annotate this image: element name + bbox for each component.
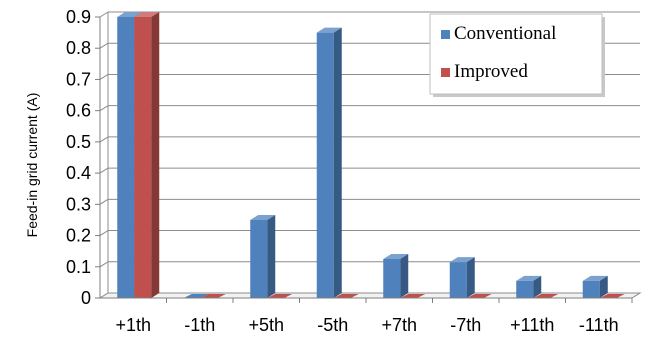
legend-box [429,13,603,95]
bar-conventional--11th [582,275,608,298]
bar-conventional-+5th [250,214,276,298]
bar-front [250,219,268,298]
bar-side [400,253,409,298]
bar-top [250,214,276,220]
bar-improved--5th [333,294,359,298]
gridline-connector [99,42,109,49]
x-tick-label: +1th [115,315,151,335]
y-tick-label: 0.5 [66,132,91,152]
bar-front [449,262,467,298]
bar-side [267,214,276,298]
bar-improved-+11th [533,294,559,298]
gridline-connector [99,136,109,143]
bar-top [117,12,143,17]
bar-conventional-+7th [383,253,409,298]
y-tick-label: 0.2 [66,226,91,246]
floor-plane [98,292,642,299]
bar-side [466,257,475,298]
bar-front [316,32,334,298]
gridline-connector [99,167,109,174]
legend-label: Improved [454,61,528,82]
bar-zero-slab [333,294,359,298]
bar-conventional--1th [183,294,209,298]
bar-improved--1th [200,294,226,298]
x-tick-label: -11th [579,315,619,335]
bar-front [134,17,152,298]
bar-top [316,27,342,33]
y-tick-label: 0.7 [66,69,91,89]
x-tick-label: -1th [184,315,215,335]
bar-improved-+1th [134,12,160,298]
x-tick-label: +7th [381,315,417,335]
x-tick-label: -7th [450,315,481,335]
y-tick-label: 0.3 [66,194,91,214]
legend-items: Conventional Improved [441,23,556,82]
bar-zero-slab [400,294,426,298]
bars [117,12,625,298]
legend-swatch [441,30,450,39]
bar-improved--11th [599,294,625,298]
bar-conventional--5th [316,27,342,298]
bar-front [117,17,135,298]
bar-zero-slab [200,294,226,298]
legend: Conventional Improved [429,13,605,97]
bar-front [516,280,534,298]
gridline-connector [99,11,109,18]
x-tick-labels: +1th -1th +5th -5th +7th -7th +11th -11th [115,298,633,335]
bar-conventional-+11th [516,275,542,298]
bar-top [383,253,409,259]
bar-zero-slab [599,294,625,298]
gridline-connector [99,261,109,268]
bar-top [134,12,160,17]
y-axis-title: Feed-in grid current (A) [24,93,40,238]
bar-zero-slab [466,294,492,298]
bar-front [383,258,401,298]
bar-front [582,280,600,298]
y-tick-label: 0 [81,288,91,308]
bar-zero-slab [267,294,293,298]
legend-label: Conventional [454,23,556,44]
y-tick-labels: 0 0.1 0.2 0.3 0.4 0.5 0.6 0.7 0.8 0.9 [66,7,100,308]
bar-improved--7th [466,294,492,298]
gridline-connector [99,74,109,80]
bar-improved-+7th [400,294,426,298]
x-tick-label: +5th [248,315,284,335]
y-tick-label: 0.4 [66,163,91,183]
bar-side [333,27,342,298]
y-tick-label: 0.6 [66,101,91,121]
bar-top [582,275,608,281]
bar-conventional--7th [449,257,475,298]
bar-zero-slab [183,294,209,298]
y-tick-label: 0.9 [66,7,91,27]
y-tick-label: 0.1 [66,257,91,277]
bar-side [599,275,608,298]
bar-top [516,275,542,281]
x-tick-label: +11th [510,315,554,335]
bar-side [151,12,160,298]
bar-top [449,257,475,263]
chart-floor [98,292,642,299]
x-tick-label: -5th [317,315,348,335]
bar-side [533,275,542,298]
bar-improved-+5th [267,294,293,298]
legend-swatch [441,68,450,77]
y-tick-label: 0.8 [66,38,91,58]
gridline-connector [99,230,109,236]
gridline-connector [99,198,109,205]
bar-zero-slab [533,294,559,298]
gridline-connector [99,105,109,112]
